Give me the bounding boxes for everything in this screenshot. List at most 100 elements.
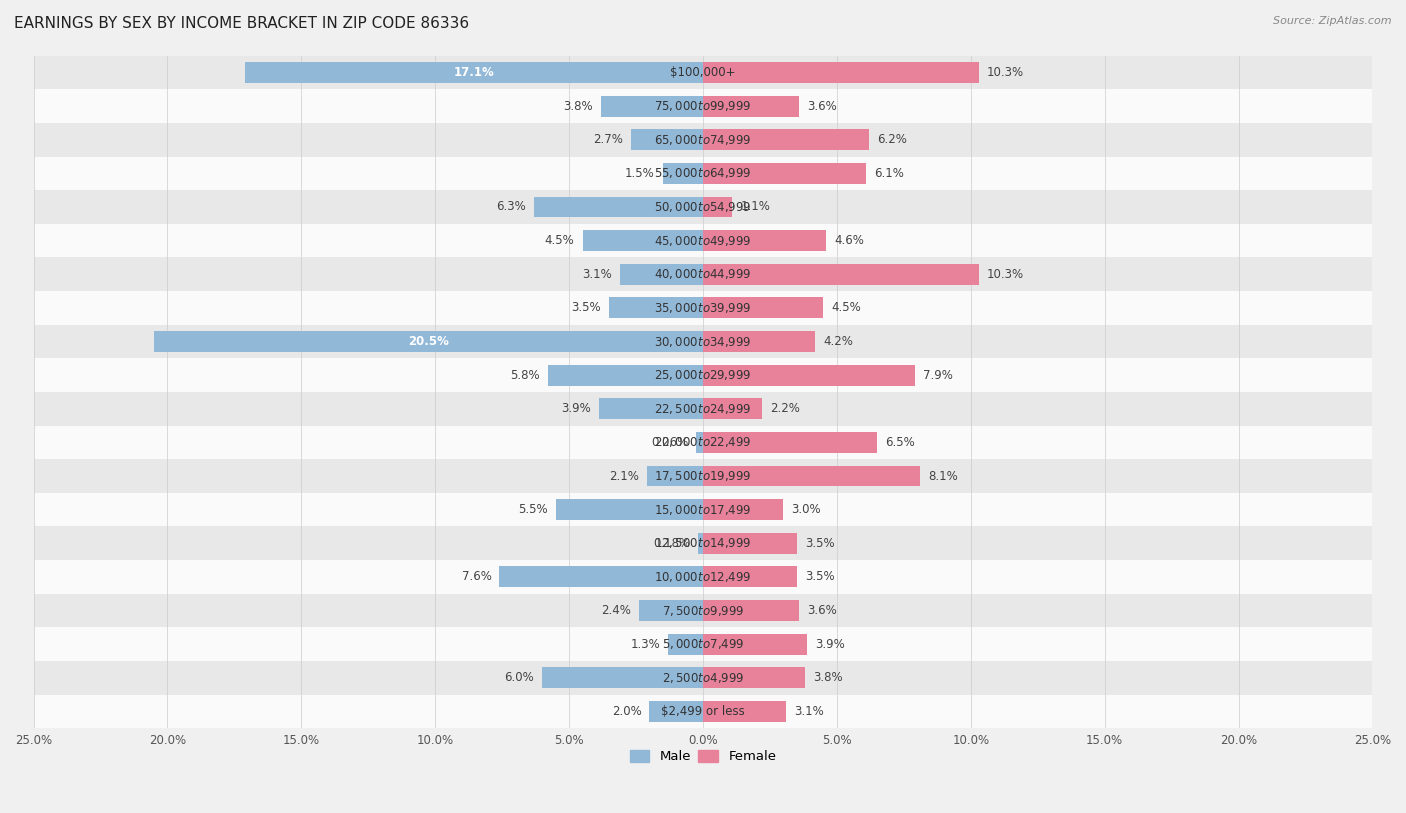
Text: 6.0%: 6.0% [505,672,534,685]
Bar [34,694,1372,728]
Text: $10,000 to $12,499: $10,000 to $12,499 [654,570,752,584]
Text: 3.1%: 3.1% [794,705,824,718]
Bar [34,459,1372,493]
Text: 4.6%: 4.6% [834,234,865,247]
Text: $20,000 to $22,499: $20,000 to $22,499 [654,436,752,450]
Text: 3.5%: 3.5% [804,537,834,550]
Text: 17.1%: 17.1% [454,66,495,79]
Text: 2.4%: 2.4% [600,604,631,617]
Text: $17,500 to $19,999: $17,500 to $19,999 [654,469,752,483]
Bar [703,163,866,184]
Text: 2.7%: 2.7% [593,133,623,146]
Bar [34,324,1372,359]
Text: 0.18%: 0.18% [652,537,690,550]
Bar [703,365,914,385]
Bar [703,230,827,251]
Text: $50,000 to $54,999: $50,000 to $54,999 [654,200,752,214]
Text: 1.3%: 1.3% [630,637,661,650]
Bar [703,331,815,352]
Bar [703,701,786,722]
Text: $55,000 to $64,999: $55,000 to $64,999 [654,167,752,180]
Bar [703,533,797,554]
Text: $40,000 to $44,999: $40,000 to $44,999 [654,267,752,281]
Bar [609,298,703,319]
Text: $2,499 or less: $2,499 or less [661,705,745,718]
Text: 4.5%: 4.5% [831,302,862,315]
Text: 3.8%: 3.8% [813,672,842,685]
Bar [34,123,1372,157]
Text: EARNINGS BY SEX BY INCOME BRACKET IN ZIP CODE 86336: EARNINGS BY SEX BY INCOME BRACKET IN ZIP… [14,16,470,31]
Bar [34,359,1372,392]
Bar [703,398,762,420]
Text: $35,000 to $39,999: $35,000 to $39,999 [654,301,752,315]
Bar [34,89,1372,123]
Text: $5,000 to $7,499: $5,000 to $7,499 [662,637,744,651]
Text: 3.6%: 3.6% [807,604,837,617]
Text: 2.2%: 2.2% [770,402,800,415]
Bar [34,493,1372,527]
Bar [34,392,1372,425]
Bar [703,667,804,689]
Text: $100,000+: $100,000+ [671,66,735,79]
Bar [703,264,979,285]
Bar [543,667,703,689]
Bar [34,628,1372,661]
Bar [647,466,703,486]
Legend: Male, Female: Male, Female [624,745,782,769]
Text: 1.5%: 1.5% [626,167,655,180]
Text: 3.0%: 3.0% [792,503,821,516]
Bar [699,533,703,554]
Bar [703,499,783,520]
Text: Source: ZipAtlas.com: Source: ZipAtlas.com [1274,16,1392,26]
Text: 1.1%: 1.1% [741,201,770,214]
Bar [650,701,703,722]
Bar [499,567,703,587]
Text: 4.5%: 4.5% [544,234,575,247]
Text: 10.3%: 10.3% [987,267,1024,280]
Bar [534,197,703,217]
Bar [34,157,1372,190]
Text: 2.0%: 2.0% [612,705,641,718]
Bar [703,197,733,217]
Text: $22,500 to $24,999: $22,500 to $24,999 [654,402,752,415]
Text: $25,000 to $29,999: $25,000 to $29,999 [654,368,752,382]
Text: 0.26%: 0.26% [651,436,688,449]
Text: $15,000 to $17,499: $15,000 to $17,499 [654,502,752,516]
Bar [703,298,824,319]
Bar [548,365,703,385]
Bar [34,593,1372,628]
Bar [703,466,920,486]
Bar [703,600,800,621]
Bar [662,163,703,184]
Bar [34,527,1372,560]
Bar [34,224,1372,258]
Bar [703,62,979,83]
Bar [555,499,703,520]
Bar [703,96,800,116]
Text: 3.5%: 3.5% [572,302,602,315]
Bar [34,560,1372,593]
Bar [34,425,1372,459]
Bar [696,432,703,453]
Bar [245,62,703,83]
Text: 6.1%: 6.1% [875,167,904,180]
Text: 7.9%: 7.9% [922,368,952,381]
Text: 3.8%: 3.8% [564,100,593,112]
Bar [34,258,1372,291]
Bar [638,600,703,621]
Bar [703,567,797,587]
Bar [582,230,703,251]
Text: 3.6%: 3.6% [807,100,837,112]
Text: $7,500 to $9,999: $7,500 to $9,999 [662,603,744,618]
Text: $12,500 to $14,999: $12,500 to $14,999 [654,537,752,550]
Bar [34,55,1372,89]
Bar [34,661,1372,694]
Bar [34,190,1372,224]
Bar [703,129,869,150]
Bar [155,331,703,352]
Text: $45,000 to $49,999: $45,000 to $49,999 [654,233,752,248]
Text: 6.3%: 6.3% [496,201,526,214]
Bar [602,96,703,116]
Text: 8.1%: 8.1% [928,470,957,483]
Text: 5.5%: 5.5% [517,503,548,516]
